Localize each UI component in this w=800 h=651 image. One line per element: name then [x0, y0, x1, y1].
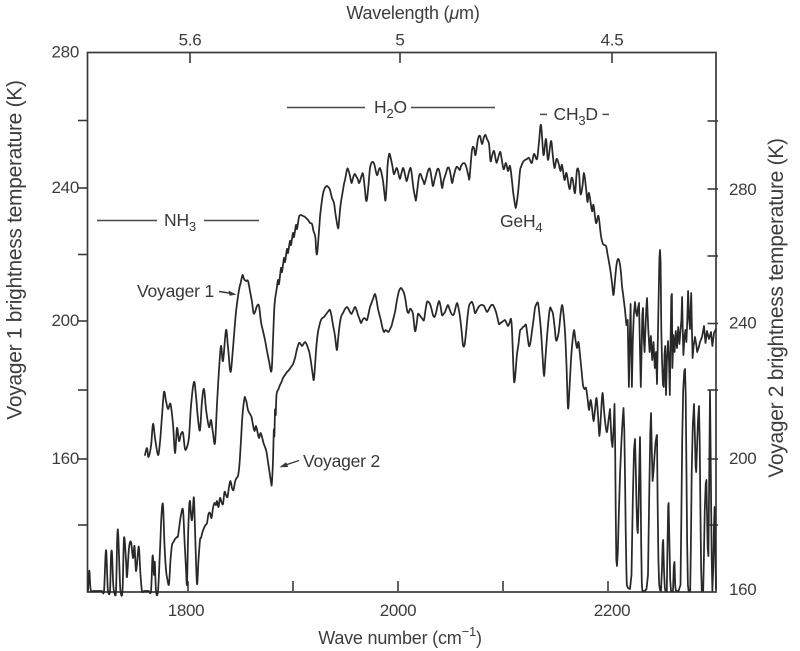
svg-text:1800: 1800 [168, 601, 205, 620]
svg-text:Voyager 2 brightness temperatu: Voyager 2 brightness temperature (K) [765, 138, 788, 477]
svg-text:Voyager 2: Voyager 2 [303, 451, 380, 471]
svg-text:2000: 2000 [380, 601, 417, 620]
svg-text:4.5: 4.5 [601, 31, 624, 50]
svg-text:Wavelength (μm): Wavelength (μm) [346, 3, 479, 23]
svg-text:200: 200 [729, 449, 756, 468]
svg-text:2200: 2200 [594, 601, 631, 620]
svg-text:240: 240 [729, 314, 756, 333]
svg-text:280: 280 [729, 180, 756, 199]
svg-text:5: 5 [395, 31, 404, 50]
svg-text:160: 160 [729, 580, 756, 599]
svg-text:160: 160 [52, 449, 79, 468]
svg-text:Voyager 1 brightness temperatu: Voyager 1 brightness temperature (K) [4, 80, 27, 419]
svg-text:5.6: 5.6 [179, 31, 202, 50]
svg-text:Wave number (cm−1): Wave number (cm−1) [318, 624, 482, 648]
svg-text:200: 200 [52, 311, 79, 330]
svg-text:Voyager 1: Voyager 1 [137, 281, 214, 301]
svg-text:240: 240 [52, 178, 79, 197]
svg-text:280: 280 [52, 43, 79, 62]
